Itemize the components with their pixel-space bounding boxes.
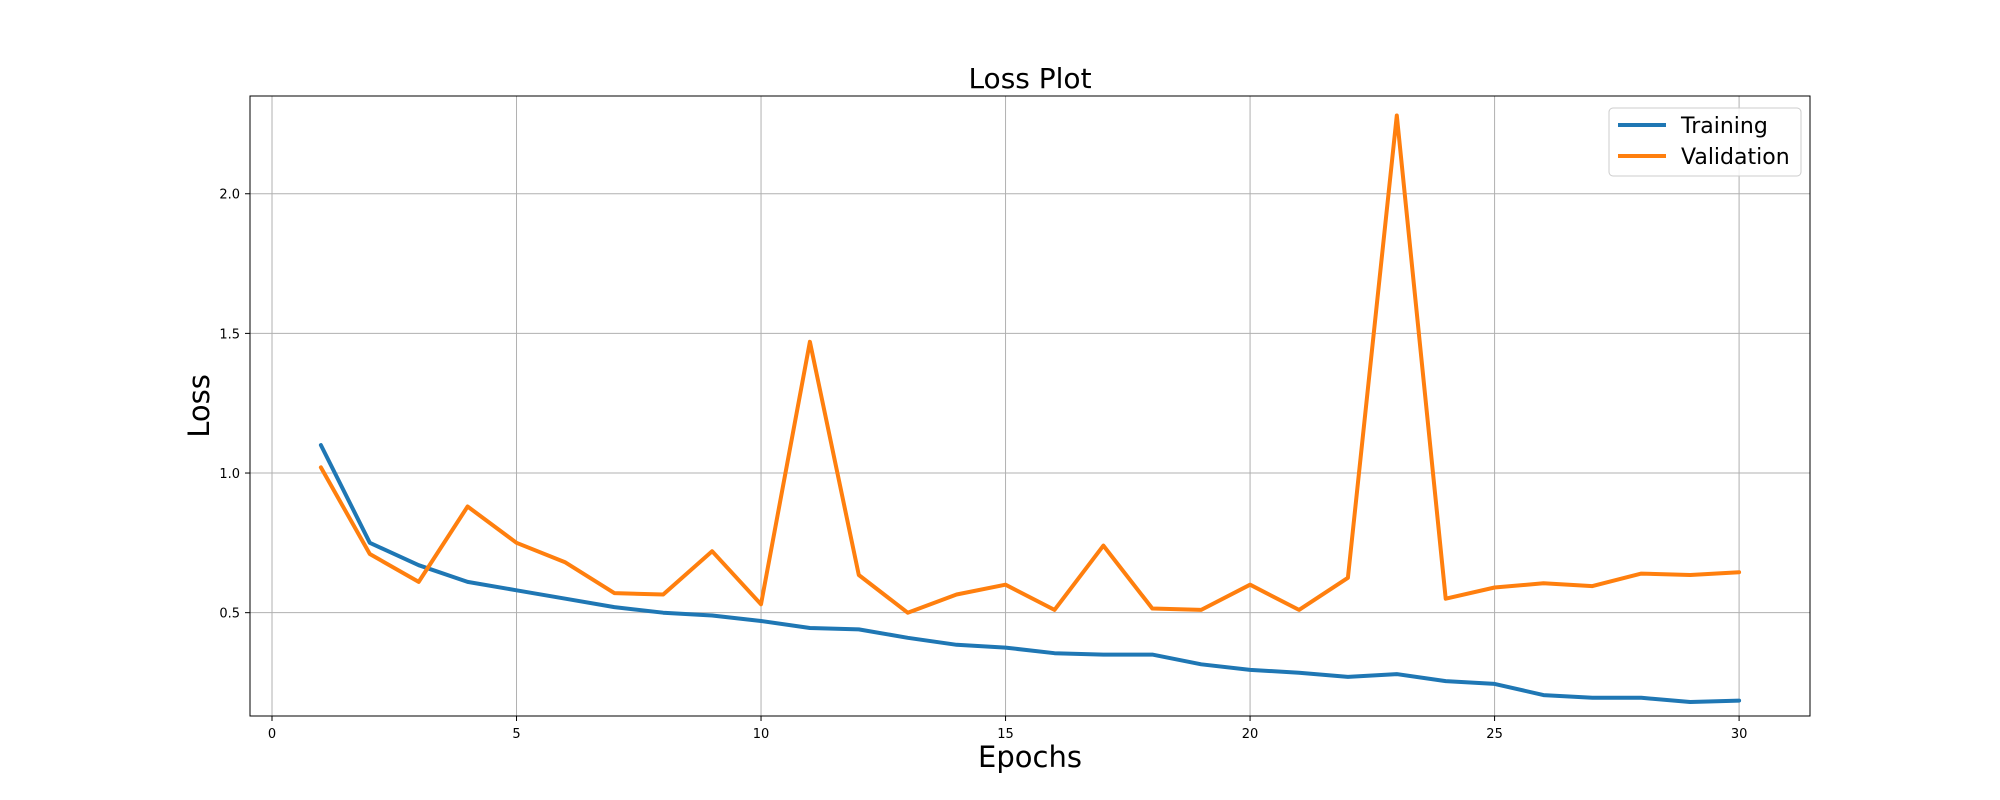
series-line-validation bbox=[318, 113, 1742, 615]
x-tick-label: 15 bbox=[997, 727, 1014, 742]
chart-title: Loss Plot bbox=[968, 62, 1091, 95]
y-tick-label: 1.0 bbox=[219, 467, 240, 482]
x-tick-label: 10 bbox=[753, 727, 770, 742]
ticks: 0 5 10 15 20 25 30 0.5 1.0 1.5 2.0 bbox=[219, 188, 1747, 742]
x-tick-label: 20 bbox=[1242, 727, 1259, 742]
y-tick-label: 2.0 bbox=[219, 188, 240, 203]
plot-frame bbox=[249, 95, 1811, 717]
x-axis-label: Epochs bbox=[978, 740, 1082, 774]
y-tick-label: 1.5 bbox=[219, 327, 240, 342]
series-line-training bbox=[318, 443, 1742, 704]
y-tick-label: 0.5 bbox=[219, 607, 240, 622]
x-tick-label: 25 bbox=[1486, 727, 1503, 742]
series-layer bbox=[318, 113, 1742, 704]
legend-label-validation: Validation bbox=[1681, 145, 1790, 170]
grid bbox=[250, 96, 1810, 716]
y-axis-label: Loss bbox=[182, 374, 216, 438]
x-tick-label: 0 bbox=[268, 727, 276, 742]
legend-label-training: Training bbox=[1680, 114, 1768, 139]
x-tick-label: 5 bbox=[512, 727, 520, 742]
legend: Training Validation bbox=[1608, 107, 1802, 177]
x-tick-label: 30 bbox=[1731, 727, 1748, 742]
